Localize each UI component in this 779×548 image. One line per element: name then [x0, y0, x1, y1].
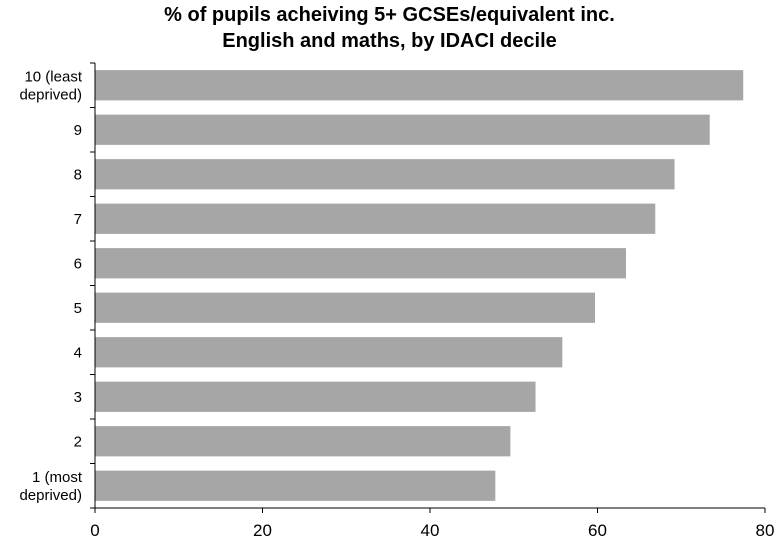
bar — [95, 337, 563, 368]
y-tick-label: 1 (most deprived) — [19, 469, 82, 504]
y-axis: 10 (least deprived) 9 8 7 6 5 4 3 2 1 (most deprive… — [19, 62, 96, 509]
bar — [95, 203, 656, 234]
bar — [95, 159, 675, 190]
y-tick-label: 7 — [74, 211, 82, 228]
y-tick-label: 3 — [74, 389, 82, 406]
bar — [95, 470, 496, 501]
bar — [95, 114, 710, 145]
y-tick-label: 4 — [74, 344, 82, 361]
x-tick-label: 80 — [756, 521, 775, 540]
y-tick-label: 5 — [74, 300, 82, 317]
y-tick-label: 9 — [74, 122, 82, 139]
chart-title-line-2: English and maths, by IDACI decile — [222, 30, 557, 52]
bar — [95, 426, 511, 457]
x-tick-label: 40 — [421, 521, 440, 540]
x-tick-label: 20 — [253, 521, 272, 540]
bar — [95, 292, 595, 323]
bar — [95, 70, 744, 101]
bar — [95, 248, 626, 279]
chart-title-line-1: % of pupils acheiving 5+ GCSEs/equivalen… — [164, 4, 615, 26]
x-tick-label: 0 — [90, 521, 99, 540]
x-axis: 0 20 40 60 80 — [90, 507, 775, 540]
y-tick-label: 8 — [74, 166, 82, 183]
chart-title: % of pupils acheiving 5+ GCSEs/equivalen… — [0, 2, 779, 54]
bars-group — [95, 70, 744, 501]
bar — [95, 381, 536, 412]
y-tick-label: 2 — [74, 433, 82, 450]
y-tick-label: 10 (least deprived) — [19, 68, 82, 103]
x-tick-label: 60 — [588, 521, 607, 540]
y-tick-label: 6 — [74, 255, 82, 272]
